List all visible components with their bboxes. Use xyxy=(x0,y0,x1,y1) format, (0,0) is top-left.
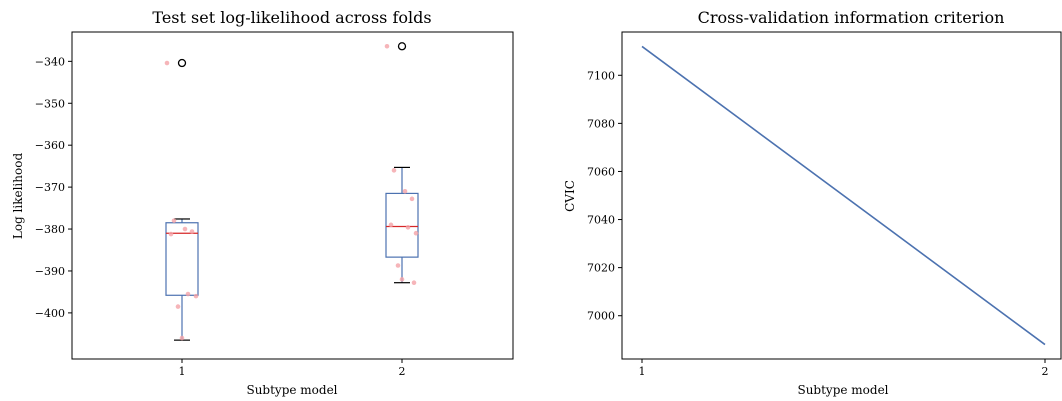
cvic-y-tick-label: 7100 xyxy=(587,69,615,82)
cvic-x-tick-label: 2 xyxy=(1042,365,1049,378)
boxplot-data-point xyxy=(388,222,394,228)
boxplot-data-point xyxy=(395,263,401,268)
cvic-y-tick-label: 7080 xyxy=(587,117,615,130)
cvic-x-axis-label: Subtype model xyxy=(797,383,888,397)
boxplot-y-tick-label: −390 xyxy=(35,265,65,278)
boxplot-data-point xyxy=(409,196,415,202)
boxplot-data-point xyxy=(405,225,411,230)
cvic-y-ticks: 7000 7020 7040 7060 7080 7100 xyxy=(587,69,622,323)
boxplot-data-point xyxy=(175,304,181,309)
boxplot-y-tick-label: −360 xyxy=(35,139,65,152)
boxplot-data-point xyxy=(185,291,191,297)
boxplot-y-tick-label: −340 xyxy=(35,55,65,68)
boxplot-axes-frame xyxy=(71,31,514,360)
boxplot-data-point xyxy=(391,168,397,173)
cvic-y-tick-label: 7000 xyxy=(587,310,615,323)
boxplot-box xyxy=(385,192,419,258)
boxplot-data-point xyxy=(182,226,188,232)
boxplot-data-point xyxy=(168,231,174,237)
cvic-x-tick-label: 1 xyxy=(639,365,646,378)
cvic-line-group xyxy=(641,45,1046,346)
cvic-title: Cross-validation information criterion xyxy=(698,8,1005,27)
cvic-y-tick-label: 7060 xyxy=(587,165,615,178)
boxplot-box xyxy=(165,222,199,296)
cvic-panel: Cross-validation information criterion 7… xyxy=(563,8,1062,397)
cvic-y-axis-label: CVIC xyxy=(563,180,577,212)
boxplot-data-point xyxy=(384,43,390,49)
boxplot-outlier xyxy=(177,58,187,68)
boxplot-data-point xyxy=(402,189,408,194)
boxplot-y-tick-label: −380 xyxy=(35,223,65,236)
boxplot-y-axis-label: Log likelihood xyxy=(11,153,25,240)
boxplot-points xyxy=(164,43,419,341)
boxplot-data-point xyxy=(179,335,185,341)
boxplot-boxes xyxy=(165,42,419,341)
boxplot-x-tick-label: 2 xyxy=(399,365,406,378)
boxplot-panel: Test set log-likelihood across folds −34… xyxy=(11,8,514,397)
boxplot-x-axis-label: Subtype model xyxy=(246,383,337,397)
cvic-series-line xyxy=(641,45,1046,346)
boxplot-data-point xyxy=(411,280,417,286)
boxplot-data-point xyxy=(413,230,419,236)
boxplot-y-tick-label: −400 xyxy=(35,307,65,320)
boxplot-data-point xyxy=(193,293,199,299)
boxplot-outlier xyxy=(397,42,407,51)
boxplot-y-tick-label: −370 xyxy=(35,181,65,194)
cvic-y-tick-label: 7020 xyxy=(587,262,615,275)
boxplot-y-tick-label: −350 xyxy=(35,97,65,110)
boxplot-data-point xyxy=(164,60,170,66)
boxplot-x-tick-label: 1 xyxy=(179,365,186,378)
cvic-y-tick-label: 7040 xyxy=(587,214,615,227)
boxplot-data-point xyxy=(171,218,177,223)
boxplot-data-point xyxy=(189,229,195,234)
boxplot-y-ticks: −340 −350 −360 −370 −380 −390 −400 xyxy=(35,55,72,320)
cvic-axes-frame xyxy=(621,31,1062,360)
boxplot-title: Test set log-likelihood across folds xyxy=(152,8,431,27)
boxplot-data-point xyxy=(399,277,405,282)
